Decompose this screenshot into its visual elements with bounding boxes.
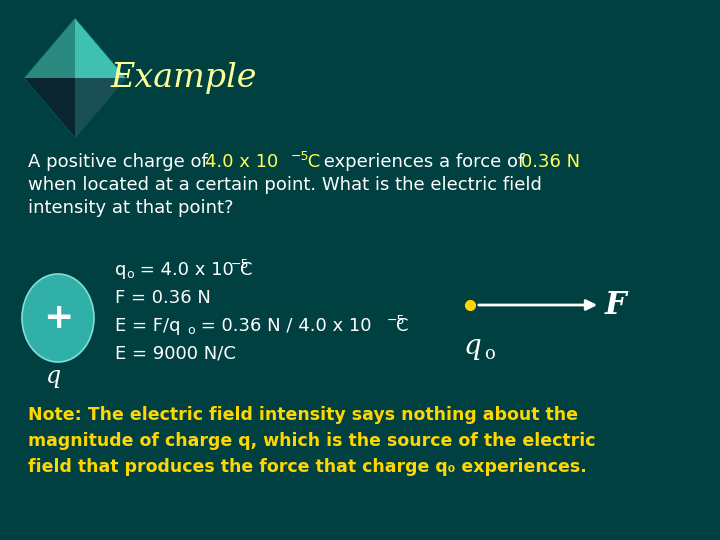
Text: 0.36 N: 0.36 N [521, 153, 580, 171]
Text: q: q [464, 334, 482, 361]
Text: Example: Example [110, 62, 256, 94]
Text: = 0.36 N / 4.0 x 10: = 0.36 N / 4.0 x 10 [195, 317, 372, 335]
Text: F: F [605, 289, 626, 321]
Text: q: q [46, 366, 61, 388]
Text: −5: −5 [291, 150, 310, 163]
Polygon shape [75, 18, 126, 78]
Text: Note: The electric field intensity says nothing about the: Note: The electric field intensity says … [28, 406, 578, 424]
Polygon shape [24, 18, 75, 78]
Text: intensity at that point?: intensity at that point? [28, 199, 233, 217]
Text: +: + [42, 301, 73, 335]
Text: o: o [484, 345, 495, 363]
Text: C: C [240, 261, 253, 279]
Text: E = 9000 N/C: E = 9000 N/C [115, 345, 236, 363]
Text: −5: −5 [387, 314, 405, 327]
Text: 4.0 x 10: 4.0 x 10 [205, 153, 278, 171]
Ellipse shape [22, 274, 94, 362]
Text: A positive charge of: A positive charge of [28, 153, 214, 171]
Text: experiences a force of: experiences a force of [318, 153, 530, 171]
Polygon shape [24, 78, 75, 138]
Text: C: C [302, 153, 320, 171]
Text: F = 0.36 N: F = 0.36 N [115, 289, 211, 307]
Text: E = F/q: E = F/q [115, 317, 181, 335]
Text: −5: −5 [231, 258, 250, 271]
Text: o: o [126, 267, 134, 280]
Text: q: q [115, 261, 127, 279]
Text: field that produces the force that charge q₀ experiences.: field that produces the force that charg… [28, 458, 587, 476]
Text: C: C [396, 317, 408, 335]
Text: when located at a certain point. What is the electric field: when located at a certain point. What is… [28, 176, 542, 194]
Text: = 4.0 x 10: = 4.0 x 10 [134, 261, 234, 279]
Text: o: o [187, 323, 194, 336]
Text: magnitude of charge q, which is the source of the electric: magnitude of charge q, which is the sour… [28, 432, 595, 450]
Polygon shape [75, 78, 126, 138]
